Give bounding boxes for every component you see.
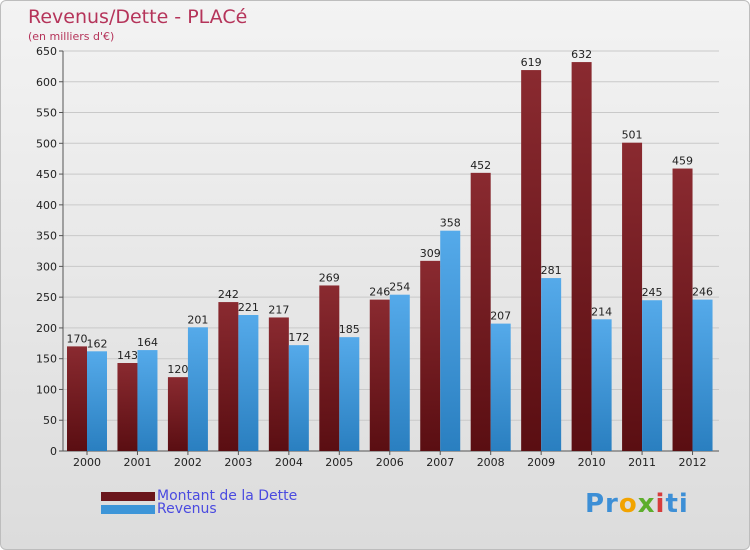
chart-title: Revenus/Dette - PLACé (28, 6, 248, 28)
logo-part: ti (665, 489, 689, 519)
data-label-dette: 632 (571, 48, 592, 61)
x-tick-label: 2001 (123, 456, 151, 469)
bar-dette (369, 299, 390, 451)
y-tick-label: 200 (36, 322, 57, 335)
x-tick-label: 2011 (628, 456, 656, 469)
y-tick-label: 400 (36, 199, 57, 212)
data-label-dette: 452 (470, 159, 491, 172)
bar-revenus (339, 337, 360, 451)
bar-revenus (440, 230, 461, 451)
data-label-revenus: 172 (288, 331, 309, 344)
data-label-revenus: 245 (642, 286, 663, 299)
legend-item-revenus: Revenus (101, 501, 217, 517)
y-tick-label: 650 (36, 45, 57, 58)
x-tick-label: 2002 (174, 456, 202, 469)
bar-revenus (187, 327, 208, 451)
x-tick-label: 2004 (275, 456, 303, 469)
y-tick-label: 350 (36, 230, 57, 243)
data-label-revenus: 221 (238, 301, 259, 314)
bar-dette (622, 142, 643, 451)
data-label-dette: 619 (521, 56, 542, 69)
bar-dette (167, 377, 188, 451)
y-tick-label: 600 (36, 76, 57, 89)
data-label-dette: 170 (67, 332, 88, 345)
data-label-revenus: 185 (339, 323, 360, 336)
y-tick-label: 50 (43, 414, 57, 427)
logo-part: o (618, 489, 638, 519)
y-tick-label: 250 (36, 291, 57, 304)
y-tick-label: 550 (36, 107, 57, 120)
y-tick-label: 100 (36, 383, 57, 396)
data-label-dette: 309 (420, 247, 441, 260)
x-tick-label: 2003 (224, 456, 252, 469)
data-label-dette: 242 (218, 288, 239, 301)
data-label-revenus: 254 (389, 281, 410, 294)
data-label-revenus: 358 (440, 217, 461, 230)
x-tick-label: 2009 (527, 456, 555, 469)
bar-dette (319, 285, 340, 451)
bar-revenus (490, 323, 511, 451)
data-label-revenus: 164 (137, 336, 158, 349)
axes: 0 50 100 150 200 250 300 350 400 450 500 550 600 650 2… (36, 45, 719, 469)
data-label-revenus: 281 (541, 264, 562, 277)
bar-revenus (541, 278, 562, 451)
logo-part: i (655, 489, 666, 519)
bar-revenus (389, 294, 410, 451)
bar-dette (521, 70, 542, 452)
y-tick-label: 300 (36, 260, 57, 273)
bar-revenus (238, 315, 259, 451)
bar-revenus (137, 350, 158, 451)
legend-swatch-revenus (101, 504, 155, 514)
data-label-dette: 217 (268, 303, 289, 316)
bar-revenus (288, 345, 309, 451)
x-tick-label: 2006 (376, 456, 404, 469)
data-label-dette: 459 (672, 155, 693, 168)
bar-dette (268, 317, 289, 451)
x-tick-label: 2005 (325, 456, 353, 469)
data-label-dette: 143 (117, 349, 138, 362)
x-tick-label: 2008 (477, 456, 505, 469)
bar-dette (470, 172, 491, 451)
legend-swatch-debt (101, 491, 155, 501)
bar-revenus (642, 300, 663, 451)
bar-dette (218, 302, 239, 451)
bar-revenus (87, 351, 107, 451)
y-tick-label: 150 (36, 353, 57, 366)
bar-revenus (692, 299, 713, 451)
logo-part: x (637, 489, 656, 519)
data-label-revenus: 246 (692, 286, 713, 299)
bar-dette (571, 62, 592, 451)
data-label-dette: 269 (319, 271, 340, 284)
bars (67, 62, 713, 452)
chart-subtitle: (en milliers d'€) (28, 30, 115, 43)
bar-dette (420, 260, 441, 451)
bar-dette (67, 346, 87, 451)
x-tick-label: 2012 (679, 456, 707, 469)
bar-dette (672, 168, 693, 452)
proxiti-logo: Proxiti (585, 489, 689, 519)
data-label-dette: 501 (622, 129, 643, 142)
y-tick-label: 500 (36, 137, 57, 150)
y-tick-label: 0 (50, 445, 57, 458)
x-tick-label: 2007 (426, 456, 454, 469)
data-label-revenus: 207 (490, 310, 511, 323)
data-label-revenus: 162 (87, 337, 108, 350)
data-label-dette: 120 (167, 363, 188, 376)
legend-label-revenus: Revenus (157, 501, 217, 517)
legend-label-debt: Montant de la Dette (157, 488, 298, 504)
bar-dette (117, 363, 138, 451)
y-tick-label: 450 (36, 168, 57, 181)
data-label-revenus: 201 (187, 313, 208, 326)
x-tick-label: 2010 (578, 456, 606, 469)
logo-part: Pr (585, 489, 619, 519)
bar-revenus (591, 319, 612, 451)
legend-item-debt: Montant de la Dette (101, 488, 297, 504)
data-label-revenus: 214 (591, 305, 612, 318)
x-tick-label: 2000 (73, 456, 101, 469)
data-label-dette: 246 (369, 286, 390, 299)
